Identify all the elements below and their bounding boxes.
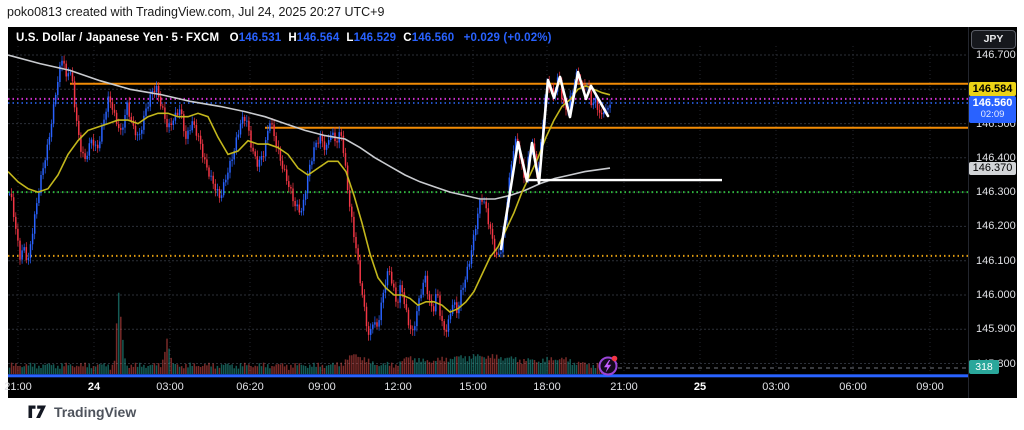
chart-widget: U.S. Dollar / Japanese Yen · 5 · FXCM O146.5… — [4, 27, 1017, 398]
volume-bars-up — [8, 292, 611, 374]
tradingview-logo-icon — [28, 405, 46, 418]
time-tick: 09:00 — [916, 381, 944, 393]
currency-toggle-button[interactable]: JPY — [971, 30, 1016, 49]
bar-countdown: 02:09 — [980, 109, 1005, 120]
ma-fast-line[interactable] — [8, 85, 611, 314]
price-chart[interactable] — [8, 27, 968, 378]
bottom-session-line — [8, 374, 968, 378]
ohlc-values: O146.531 H146.564 L146.529 C146.560 — [223, 32, 455, 44]
time-tick: 06:20 — [236, 381, 264, 393]
time-tick: 06:00 — [839, 381, 867, 393]
price-axis[interactable]: JPY 146.700 146.500 146.400 146.300 146.200 1… — [968, 27, 1017, 398]
tradingview-logo-link[interactable]: TradingView — [28, 404, 136, 420]
last-price-value: 146.560 — [972, 97, 1013, 109]
time-tick: 25 — [693, 381, 707, 393]
symbol-title[interactable]: U.S. Dollar / Japanese Yen — [16, 32, 164, 44]
time-tick: 18:00 — [533, 381, 561, 393]
ma-slow-line[interactable] — [8, 54, 611, 200]
time-tick: 21:00 — [610, 381, 638, 393]
exchange-label: FXCM — [186, 32, 220, 44]
legend-separator: · — [165, 32, 170, 44]
ohlc-value: 146.564 — [296, 32, 340, 44]
ohlc-value: 146.529 — [353, 32, 397, 44]
price-tick: 146.200 — [976, 220, 1016, 232]
price-tick: 146.300 — [976, 186, 1016, 198]
time-tick: 21:00 — [4, 381, 32, 393]
ohlc-label: O — [229, 32, 239, 44]
time-tick: 24 — [87, 381, 101, 393]
price-tick: 145.900 — [976, 323, 1016, 335]
price-tick: 146.700 — [976, 49, 1016, 61]
events-lightning-icon[interactable] — [598, 355, 618, 376]
change-value: +0.029 (+0.02%) — [463, 32, 552, 44]
time-tick: 03:00 — [156, 381, 184, 393]
candle-bodies-down[interactable] — [10, 60, 603, 335]
ohlc-value: 146.531 — [238, 32, 282, 44]
last-price-label: 146.560 02:09 — [969, 96, 1016, 123]
time-tick: 12:00 — [384, 381, 412, 393]
time-tick: 09:00 — [308, 381, 336, 393]
price-tick: 146.000 — [976, 289, 1016, 301]
ohlc-label: L — [346, 32, 354, 44]
volume-value-badge: 318 — [969, 360, 999, 374]
price-tick: 146.400 — [976, 152, 1016, 164]
ma-fast-price-label: 146.584 — [969, 82, 1016, 96]
chart-legend[interactable]: U.S. Dollar / Japanese Yen · 5 · FXCM O146.5… — [16, 32, 552, 44]
ohlc-label: H — [288, 32, 297, 44]
ma-slow-price-label: 146.370 — [969, 162, 1016, 175]
time-axis[interactable]: 21:00 24 03:00 06:20 09:00 12:00 15:00 18:00 21:… — [4, 378, 968, 398]
price-tick: 146.100 — [976, 255, 1016, 267]
ohlc-label: C — [403, 32, 412, 44]
attribution-text: poko0813 created with TradingView.com, J… — [7, 5, 385, 19]
interval-label[interactable]: 5 — [171, 32, 179, 44]
tradingview-logo-text: TradingView — [54, 404, 137, 420]
legend-separator: · — [180, 32, 185, 44]
time-tick: 15:00 — [459, 381, 487, 393]
time-tick: 03:00 — [762, 381, 790, 393]
ohlc-value: 146.560 — [411, 32, 455, 44]
